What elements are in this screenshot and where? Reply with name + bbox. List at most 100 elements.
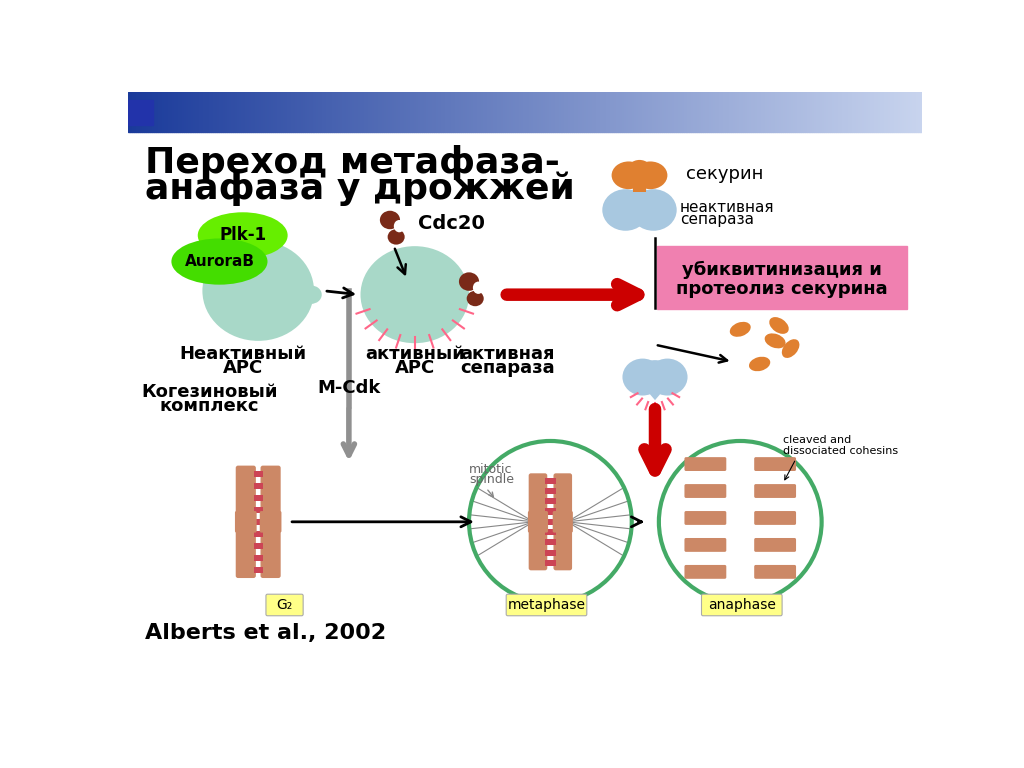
Bar [532, 92, 535, 132]
Bar [528, 92, 530, 132]
Bar [289, 92, 291, 132]
Bar [269, 92, 270, 132]
Bar [164, 92, 166, 132]
Bar [483, 92, 485, 132]
Bar [913, 92, 915, 132]
Bar [888, 92, 890, 132]
Bar [765, 92, 767, 132]
Bar [604, 92, 606, 132]
Bar [479, 92, 481, 132]
Bar [297, 92, 299, 132]
Bar [316, 92, 318, 132]
Bar [238, 92, 240, 132]
Bar [920, 92, 922, 132]
Bar [801, 92, 803, 132]
Bar [596, 92, 598, 132]
FancyBboxPatch shape [755, 538, 796, 552]
Bar [219, 92, 221, 132]
Bar [894, 92, 896, 132]
Bar [166, 92, 168, 132]
Bar [523, 92, 525, 132]
Text: убиквитинизация и: убиквитинизация и [682, 261, 882, 279]
Bar [255, 92, 257, 132]
Bar [189, 92, 191, 132]
Bar [699, 92, 701, 132]
Bar [477, 92, 479, 132]
Bar [545, 508, 556, 515]
Bar [333, 92, 334, 132]
Bar [505, 92, 507, 132]
Bar [507, 92, 509, 132]
Bar [717, 92, 719, 132]
Bar [880, 92, 882, 132]
Bar [325, 92, 327, 132]
Bar [684, 92, 685, 132]
Bar [844, 92, 846, 132]
Bar [517, 92, 519, 132]
Bar [473, 92, 475, 132]
Bar [450, 92, 452, 132]
Bar [884, 92, 886, 132]
Bar [382, 92, 384, 132]
Bar [342, 92, 344, 132]
Bar [170, 92, 172, 132]
FancyBboxPatch shape [260, 465, 281, 578]
Bar [858, 92, 860, 132]
Bar [652, 92, 653, 132]
FancyBboxPatch shape [236, 465, 256, 578]
Polygon shape [638, 380, 672, 400]
Bar [392, 92, 394, 132]
Bar [624, 92, 626, 132]
Bar [646, 92, 648, 132]
Bar [775, 92, 777, 132]
Bar [662, 92, 664, 132]
Bar [634, 92, 636, 132]
Bar [249, 92, 251, 132]
Bar [587, 92, 588, 132]
Bar [134, 92, 136, 132]
Bar [598, 92, 600, 132]
Bar [691, 92, 693, 132]
Bar [749, 92, 751, 132]
Bar [902, 92, 904, 132]
Bar [835, 92, 837, 132]
Text: anaphase: anaphase [708, 598, 776, 612]
Bar [545, 518, 556, 525]
Bar [547, 92, 549, 132]
Bar [911, 92, 913, 132]
Bar [809, 92, 811, 132]
Bar [890, 92, 892, 132]
Bar [431, 92, 433, 132]
Bar [782, 92, 784, 132]
Bar [837, 92, 839, 132]
Bar [612, 92, 614, 132]
Bar [759, 92, 761, 132]
Text: Alberts et al., 2002: Alberts et al., 2002 [145, 624, 386, 644]
Bar [287, 92, 289, 132]
Bar [848, 92, 850, 132]
FancyBboxPatch shape [755, 565, 796, 579]
Text: dissociated cohesins: dissociated cohesins [783, 446, 898, 456]
Ellipse shape [203, 241, 314, 341]
Bar [176, 92, 177, 132]
Bar [757, 92, 759, 132]
Bar [420, 92, 422, 132]
Ellipse shape [647, 359, 687, 396]
Bar [600, 92, 602, 132]
Text: AuroraB: AuroraB [184, 254, 254, 269]
Bar [430, 92, 431, 132]
Bar [526, 92, 528, 132]
Bar [833, 92, 835, 132]
Bar [860, 92, 862, 132]
Bar [254, 471, 263, 477]
Bar [265, 92, 267, 132]
Bar [551, 92, 553, 132]
Bar [873, 92, 876, 132]
Bar [403, 92, 406, 132]
Bar [769, 92, 771, 132]
Bar [380, 92, 382, 132]
Bar [719, 92, 721, 132]
Bar [537, 92, 539, 132]
Bar [666, 92, 668, 132]
Bar [443, 92, 445, 132]
